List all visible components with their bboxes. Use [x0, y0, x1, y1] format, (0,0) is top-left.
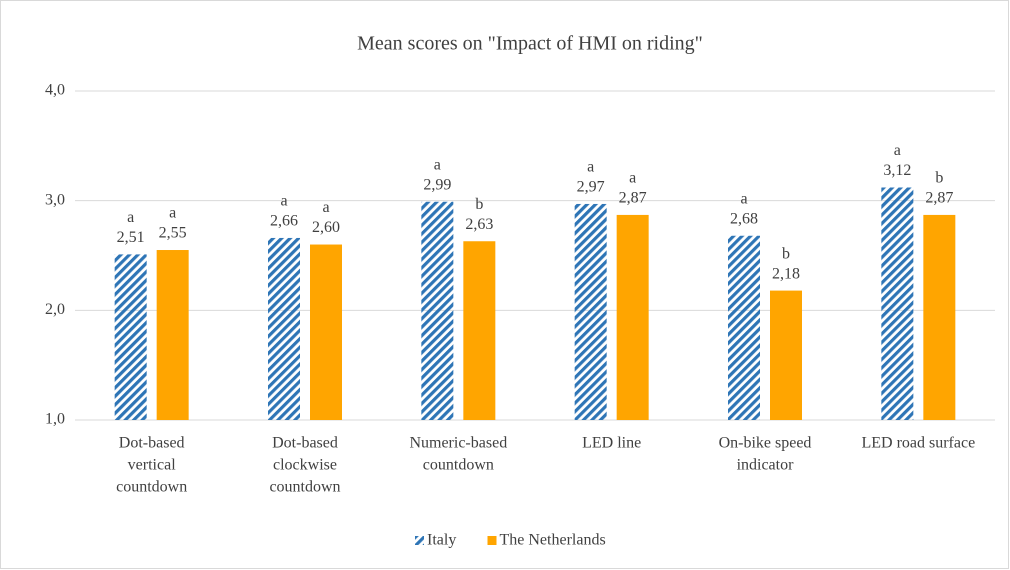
bar: [770, 290, 802, 420]
significance-letter: b: [782, 245, 790, 262]
bar: [310, 244, 342, 420]
significance-letter: a: [434, 156, 441, 173]
x-tick-label: countdown: [423, 457, 494, 474]
value-label: 2,51: [117, 229, 145, 246]
bar: [268, 237, 300, 420]
chart-title: Mean scores on "Impact of HMI on riding": [357, 33, 703, 55]
significance-letter: a: [740, 190, 747, 207]
significance-letter: a: [629, 170, 636, 187]
legend-label: Italy: [427, 532, 456, 549]
bar: [114, 254, 147, 420]
significance-letter: a: [587, 159, 594, 176]
x-tick-label: indicator: [737, 457, 795, 474]
bar: [923, 214, 956, 420]
y-tick-label: 4,0: [45, 82, 65, 99]
bar: [881, 187, 914, 420]
legend-swatch: [487, 536, 497, 545]
x-tick-label: LED line: [582, 435, 641, 452]
value-label: 2,87: [925, 190, 953, 207]
bar: [156, 250, 189, 420]
bar: [728, 235, 760, 420]
value-label: 2,87: [619, 190, 647, 207]
value-label: 2,97: [577, 179, 605, 196]
significance-letter: b: [475, 196, 483, 213]
bar: [421, 201, 454, 420]
significance-letter: a: [280, 193, 287, 210]
x-tick-label: Dot-based: [119, 435, 185, 452]
legend-label: The Netherlands: [500, 532, 606, 549]
significance-letter: a: [169, 205, 176, 222]
value-label: 2,18: [772, 265, 800, 282]
bar: [616, 214, 649, 420]
value-label: 2,55: [159, 225, 187, 242]
x-tick-label: Dot-based: [272, 435, 338, 452]
value-label: 2,68: [730, 210, 758, 227]
significance-letter: a: [894, 142, 901, 159]
value-label: 2,63: [465, 216, 493, 233]
y-tick-label: 3,0: [45, 191, 65, 208]
x-tick-label: clockwise: [273, 457, 337, 474]
significance-letter: a: [322, 199, 329, 216]
bar: [463, 241, 496, 420]
x-tick-label: vertical: [128, 457, 177, 474]
x-tick-label: LED road surface: [861, 435, 975, 452]
significance-letter: a: [127, 209, 134, 226]
value-label: 2,99: [423, 176, 451, 193]
x-tick-label: Numeric-based: [409, 435, 507, 452]
bar: [574, 203, 607, 420]
x-tick-label: countdown: [269, 479, 340, 496]
legend-swatch: [415, 536, 424, 545]
significance-letter: b: [935, 170, 943, 187]
value-label: 2,60: [312, 219, 340, 236]
value-label: 2,66: [270, 213, 298, 230]
x-tick-label: countdown: [116, 479, 187, 496]
y-tick-label: 1,0: [45, 411, 65, 428]
x-tick-label: On-bike speed: [719, 435, 812, 452]
y-tick-label: 2,0: [45, 301, 65, 318]
value-label: 3,12: [883, 162, 911, 179]
